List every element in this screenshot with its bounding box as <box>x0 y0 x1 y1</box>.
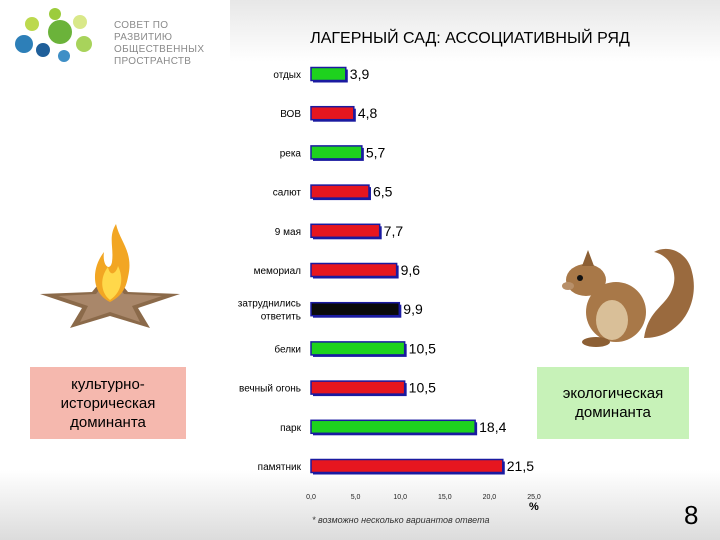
category-label: ответить <box>261 312 301 323</box>
footer-band <box>0 470 720 540</box>
page-number: 8 <box>684 500 699 530</box>
category-label: отдых <box>273 70 301 81</box>
ecological-dominant-box: экологическая доминанта <box>537 367 689 439</box>
x-tick-label: 0,0 <box>306 494 316 501</box>
category-label: вечный огонь <box>239 384 301 395</box>
bar <box>310 184 370 199</box>
value-label: 10,5 <box>409 340 436 356</box>
squirrel-illustration <box>562 248 694 347</box>
bar <box>310 105 355 121</box>
value-label: 9,6 <box>401 262 421 278</box>
bar <box>310 380 406 395</box>
category-label: памятник <box>258 462 302 473</box>
x-tick-label: 15,0 <box>438 494 452 501</box>
logo: СОВЕТ ПО РАЗВИТИЮ ОБЩЕСТВЕННЫХ ПРОСТРАНС… <box>10 6 220 67</box>
logo-text: СОВЕТ ПО РАЗВИТИЮ ОБЩЕСТВЕННЫХ ПРОСТРАНС… <box>114 20 220 68</box>
page-title: ЛАГЕРНЫЙ САД: АССОЦИАТИВНЫЙ РЯД <box>310 30 630 47</box>
x-axis-unit: % <box>529 501 539 513</box>
x-tick-label: 25,0 <box>527 494 541 501</box>
eternal-flame-illustration <box>40 224 180 328</box>
box-right-text: экологическая доминанта <box>562 385 664 421</box>
bar <box>310 341 406 356</box>
bar <box>310 458 504 474</box>
bar <box>310 223 381 239</box>
value-label: 21,5 <box>507 458 534 474</box>
value-label: 9,9 <box>403 301 423 317</box>
logo-icon <box>15 8 92 62</box>
footnote: * возможно несколько вариантов ответа <box>312 515 490 525</box>
box-left-text: культурно-историческая доминанта <box>60 375 156 431</box>
value-label: 4,8 <box>358 105 378 121</box>
cultural-historical-dominant-box: культурно-историческая доминанта <box>30 367 186 439</box>
logo-line: ОБЩЕСТВЕННЫХ <box>114 44 205 55</box>
header-band <box>230 0 720 62</box>
category-label: парк <box>280 423 302 434</box>
logo-line: ПРОСТРАНСТВ <box>114 56 192 67</box>
category-label: белки <box>274 343 301 355</box>
logo-line: СОВЕТ ПО РАЗВИТИЮ <box>114 20 173 43</box>
x-tick-label: 5,0 <box>351 494 361 501</box>
value-label: 5,7 <box>366 144 386 160</box>
category-label: ВОВ <box>280 109 301 120</box>
value-label: 6,5 <box>373 184 393 200</box>
bar <box>310 419 476 435</box>
x-tick-label: 20,0 <box>483 494 497 501</box>
category-label: 9 мая <box>275 227 301 238</box>
category-label: река <box>280 148 302 159</box>
bar <box>310 301 401 317</box>
value-label: 10,5 <box>409 380 436 396</box>
value-label: 18,4 <box>479 419 506 435</box>
value-label: 7,7 <box>384 223 404 239</box>
bar <box>310 66 347 82</box>
category-label: салют <box>273 188 302 199</box>
value-label: 3,9 <box>350 66 370 82</box>
x-tick-label: 10,0 <box>393 494 407 501</box>
bar <box>310 262 398 278</box>
category-label: мемориал <box>254 266 302 277</box>
bar <box>310 145 363 160</box>
category-label: затруднились <box>238 299 301 310</box>
